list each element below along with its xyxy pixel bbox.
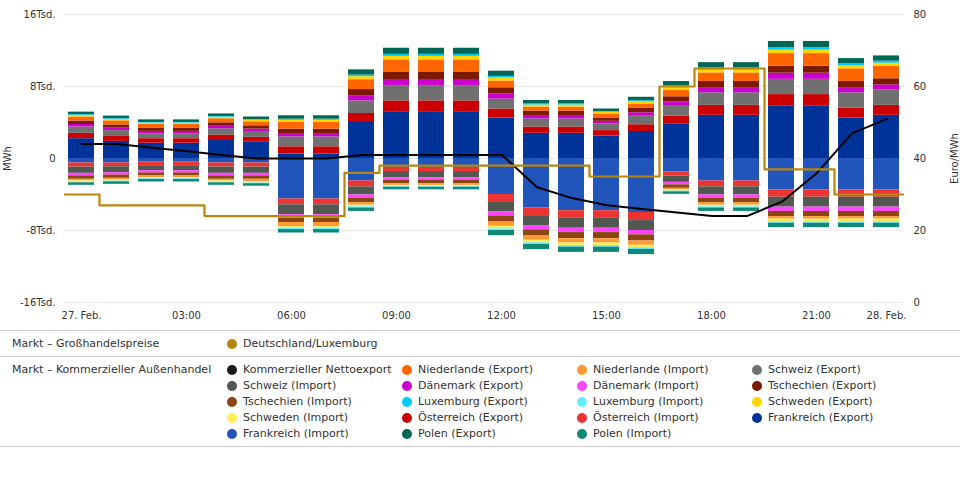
svg-text:15:00: 15:00	[592, 310, 621, 321]
html-text:Polen (Import): Polen (Import)	[593, 427, 672, 440]
html-text:Frankreich (Import): Frankreich (Import)	[243, 427, 349, 440]
svg-text:16Tsd.: 16Tsd.	[24, 9, 56, 20]
svg-text:12:00: 12:00	[487, 310, 516, 321]
html-text:Markt – Kommerzieller Außenhan: Markt – Kommerzieller Außenhandel	[12, 363, 212, 376]
html-text:Luxemburg (Import): Luxemburg (Import)	[593, 395, 704, 408]
svg-text:0: 0	[49, 153, 55, 164]
svg-text:MWh: MWh	[2, 146, 13, 171]
svg-text:09:00: 09:00	[382, 310, 411, 321]
html-text:Niederlande (Import): Niederlande (Import)	[593, 363, 709, 376]
html-text:Dänemark (Export): Dänemark (Export)	[418, 379, 524, 392]
html-text:Tschechien (Import): Tschechien (Import)	[243, 395, 352, 408]
html-text:Schweiz (Import): Schweiz (Import)	[243, 379, 337, 392]
html-text:Österreich (Import): Österreich (Import)	[593, 411, 699, 424]
svg-text:40: 40	[914, 153, 927, 164]
html-text:Polen (Export): Polen (Export)	[418, 427, 496, 440]
svg-text:8Tsd.: 8Tsd.	[30, 81, 56, 92]
html-text:Schweiz (Export): Schweiz (Export)	[768, 363, 861, 376]
svg-text:-8Tsd.: -8Tsd.	[26, 225, 55, 236]
svg-text:-16Tsd.: -16Tsd.	[20, 297, 56, 308]
html-text:Dänemark (Import): Dänemark (Import)	[593, 379, 699, 392]
html-text:Kommerzieller Nettoexport: Kommerzieller Nettoexport	[243, 363, 392, 376]
html-text:Schweden (Import): Schweden (Import)	[243, 411, 349, 424]
html-text:Niederlande (Export): Niederlande (Export)	[418, 363, 533, 376]
svg-text:0: 0	[914, 297, 920, 308]
svg-text:18:00: 18:00	[697, 310, 726, 321]
svg-text:80: 80	[914, 9, 927, 20]
html-text:Markt – Großhandelspreise: Markt – Großhandelspreise	[12, 337, 160, 350]
svg-text:60: 60	[914, 81, 927, 92]
svg-text:20: 20	[914, 225, 927, 236]
html-text:Luxemburg (Export): Luxemburg (Export)	[418, 395, 528, 408]
html-text:Frankreich (Export): Frankreich (Export)	[768, 411, 874, 424]
svg-text:21:00: 21:00	[802, 310, 831, 321]
html-text:Österreich (Export): Österreich (Export)	[418, 411, 523, 424]
svg-text:27. Feb.: 27. Feb.	[62, 310, 102, 321]
html-text:Deutschland/Luxemburg: Deutschland/Luxemburg	[243, 337, 378, 350]
svg-text:Euro/MWh: Euro/MWh	[949, 133, 960, 184]
html-text:Schweden (Export): Schweden (Export)	[768, 395, 873, 408]
svg-text:28. Feb.: 28. Feb.	[867, 310, 907, 321]
html-text:Tschechien (Export): Tschechien (Export)	[768, 379, 877, 392]
svg-text:06:00: 06:00	[277, 310, 306, 321]
svg-text:03:00: 03:00	[172, 310, 201, 321]
